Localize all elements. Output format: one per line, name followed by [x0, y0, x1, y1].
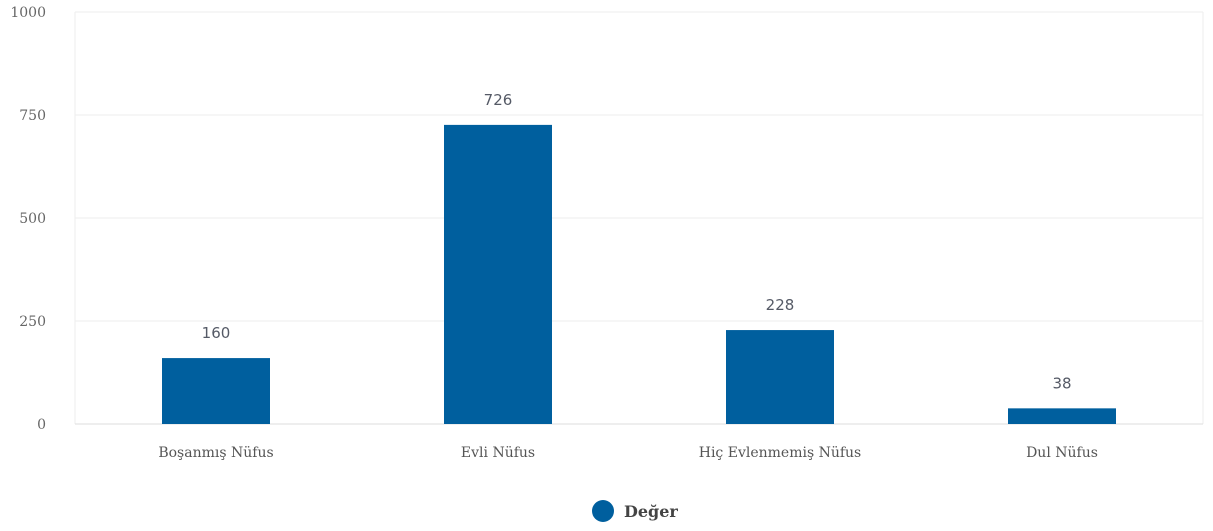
bar-value-label: 38	[1052, 374, 1071, 392]
legend-marker-icon	[592, 500, 614, 522]
y-tick-label: 1000	[10, 5, 46, 21]
bar-value-label: 726	[484, 91, 513, 109]
bar[interactable]	[162, 358, 270, 424]
x-tick-label: Evli Nüfus	[461, 445, 535, 461]
legend-label: Değer	[624, 502, 678, 521]
bar-value-label: 228	[766, 296, 795, 314]
x-axis: Boşanmış Nüfus Evli Nüfus Hiç Evlenmemiş N…	[158, 445, 1098, 461]
legend-item[interactable]: Değer	[592, 500, 678, 522]
bar[interactable]	[1008, 408, 1116, 424]
bars: 160 726 228 38	[162, 91, 1116, 424]
x-tick-label: Dul Nüfus	[1026, 445, 1098, 461]
y-tick-label: 750	[19, 108, 46, 124]
bar[interactable]	[444, 124, 552, 424]
y-tick-label: 500	[19, 211, 46, 227]
y-tick-label: 250	[19, 314, 46, 330]
x-tick-label: Hiç Evlenmemiş Nüfus	[699, 445, 861, 461]
bar[interactable]	[726, 330, 834, 424]
bar-value-label: 160	[202, 324, 231, 342]
legend[interactable]: Değer	[592, 500, 678, 522]
y-axis: 0 250 500 750 1000	[10, 5, 46, 433]
x-tick-label: Boşanmış Nüfus	[158, 445, 273, 461]
y-tick-label: 0	[37, 417, 46, 433]
